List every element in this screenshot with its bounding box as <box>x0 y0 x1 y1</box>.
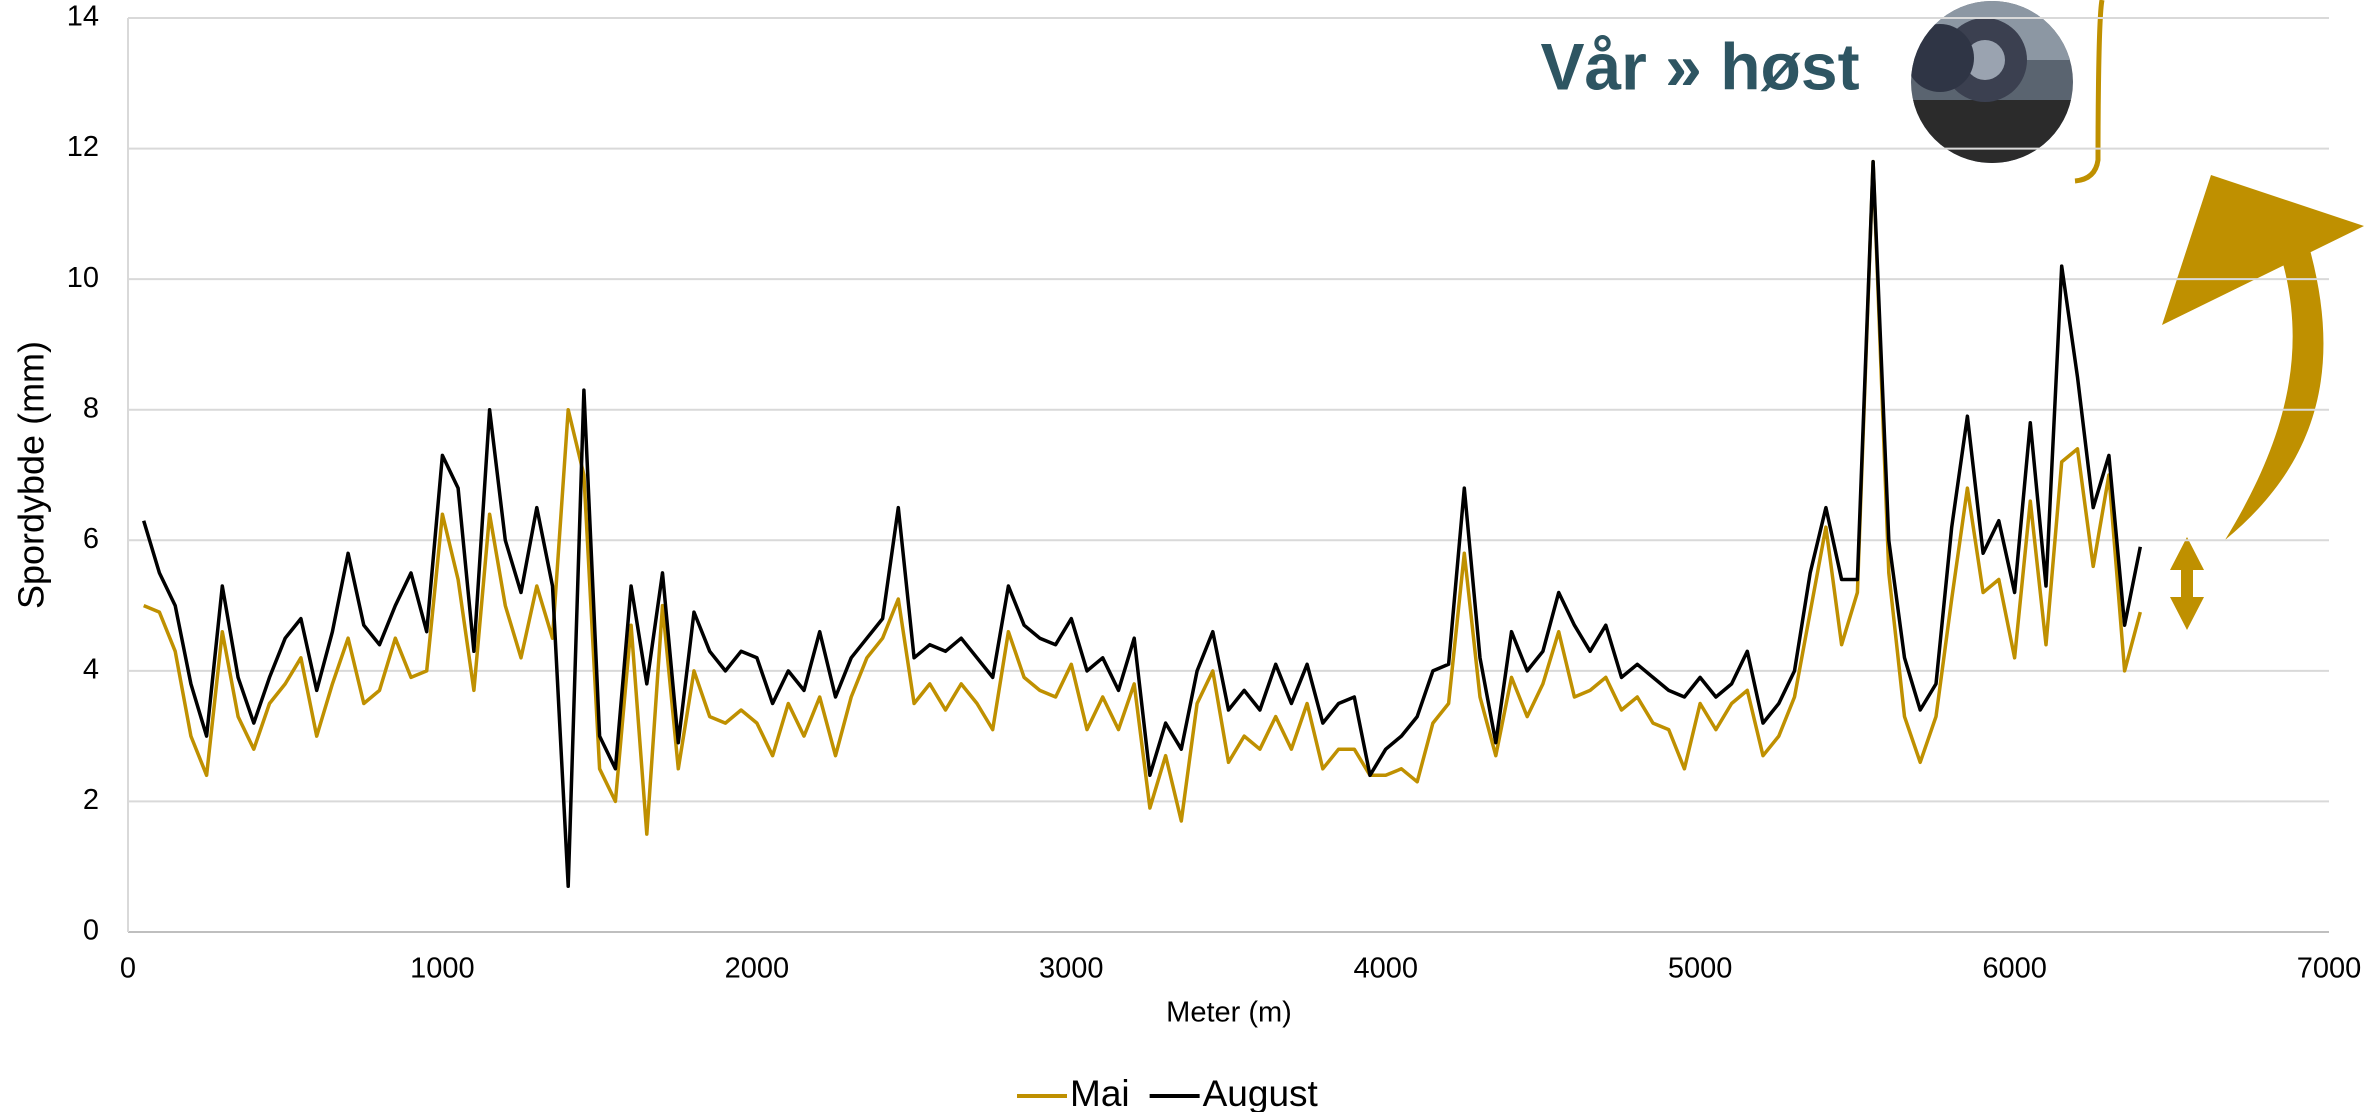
y-tick-label: 4 <box>83 654 99 686</box>
big-arrow-head <box>2162 175 2364 325</box>
y-tick-label: 2 <box>83 784 99 816</box>
y-tick-label: 12 <box>67 131 99 163</box>
x-tick-label: 4000 <box>1353 953 1418 985</box>
x-axis-label: Meter (m) <box>1166 997 1292 1029</box>
big-arrow-body <box>2225 250 2323 540</box>
y-axis-label: Spordybde (mm) <box>11 341 52 609</box>
y-tick-label: 14 <box>67 1 99 33</box>
y-tick-label: 8 <box>83 392 99 424</box>
bracket <box>2075 0 2102 181</box>
double-arrow <box>2170 537 2204 630</box>
x-tick-label: 3000 <box>1039 953 1104 985</box>
x-tick-label: 5000 <box>1668 953 1733 985</box>
x-tick-label: 6000 <box>1982 953 2047 985</box>
y-tick-label: 6 <box>83 523 99 555</box>
legend-label: August <box>1203 1073 1319 1112</box>
x-tick-label: 0 <box>120 953 136 985</box>
legend-label: Mai <box>1070 1073 1130 1112</box>
series-line <box>144 162 2141 835</box>
chart: Vår » høst Meter (m) Spordybde (mm) 0 2 4 6… <box>0 0 2371 1112</box>
photo <box>1900 0 2090 170</box>
chart-title: Vår » høst <box>1540 29 1859 103</box>
y-tick-label: 10 <box>67 262 99 294</box>
y-tick-label: 0 <box>83 915 99 947</box>
x-tick-label: 7000 <box>2297 953 2362 985</box>
x-tick-label: 1000 <box>410 953 475 985</box>
x-tick-label: 2000 <box>725 953 790 985</box>
